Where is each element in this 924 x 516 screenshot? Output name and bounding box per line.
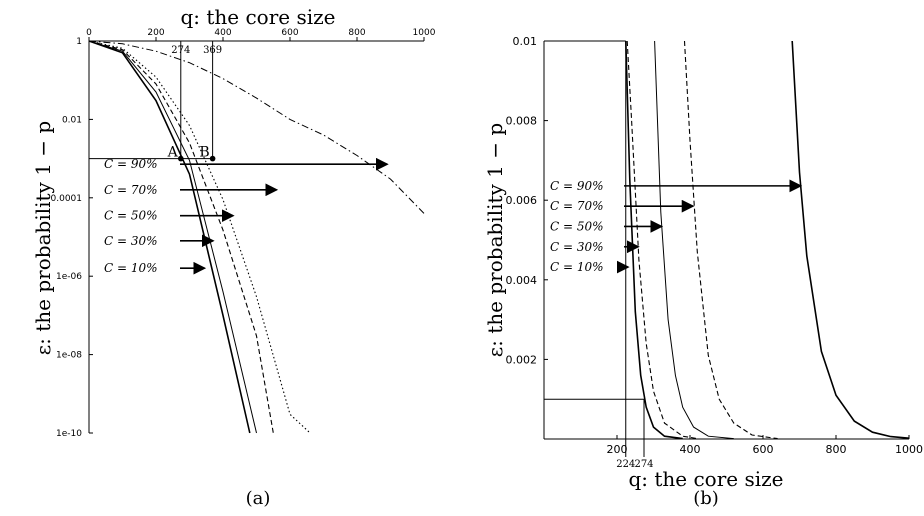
arrow-label: C = 90% xyxy=(550,179,604,193)
panel-a-xlabel: q: the core size xyxy=(180,5,335,29)
x-tick-label: 200 xyxy=(147,28,164,38)
series-line xyxy=(626,40,698,440)
y-tick-label: 0.0001 xyxy=(51,194,83,204)
x-tick-label: 600 xyxy=(753,443,774,456)
panel-a-axes: 0 200 400 600 800 1000 1 0.01 0.0001 1e-06 1e-08 1e… xyxy=(51,28,436,439)
y-tick-label: 0.01 xyxy=(513,35,538,48)
panel-b-xlabel: q: the core size xyxy=(628,467,783,491)
arrow-label: C = 70% xyxy=(104,183,158,197)
x-tick-label: 800 xyxy=(826,443,847,456)
arrow-label: C = 30% xyxy=(550,240,604,254)
point-marker xyxy=(209,155,216,162)
series-line xyxy=(88,40,274,434)
y-tick-label: 1e-08 xyxy=(56,351,82,361)
point-label: A xyxy=(167,145,179,161)
x-tick-label: 200 xyxy=(607,443,628,456)
arrow-label: C = 50% xyxy=(104,209,158,223)
arrow-label: C = 10% xyxy=(550,260,604,274)
y-tick-label: 0.004 xyxy=(506,274,538,287)
series-line xyxy=(88,40,251,434)
panel-b-annotations: 224 274 xyxy=(544,40,654,470)
y-tick-label: 0.01 xyxy=(62,115,82,125)
x-tick-label: 1000 xyxy=(895,443,923,456)
arrow-label: C = 50% xyxy=(550,219,604,233)
x-tick-label: 0 xyxy=(86,28,92,38)
series-line xyxy=(88,40,425,214)
x-tick-label: 800 xyxy=(348,28,365,38)
series-line xyxy=(791,40,910,439)
series-line xyxy=(683,40,778,440)
panel-b-ylabel: ε: the probability 1 − p xyxy=(483,123,507,357)
y-tick-label: 1e-06 xyxy=(56,272,82,282)
annotation-tick-label: 224 xyxy=(616,459,635,470)
series-line xyxy=(88,40,257,434)
x-tick-label: 1000 xyxy=(413,28,436,38)
y-tick-label: 1e-10 xyxy=(56,429,82,439)
annotation-tick-label: 274 xyxy=(634,459,653,470)
y-tick-label: 0.006 xyxy=(506,194,538,207)
point-label: B xyxy=(199,145,209,161)
panel-a-ylabel: ε: the probability 1 − p xyxy=(31,121,55,355)
arrow-label: C = 10% xyxy=(104,261,158,275)
panel-b-label: (b) xyxy=(693,488,719,509)
panel-a: 0 200 400 600 800 1000 1 0.01 0.0001 1e-06 1e-08 1e… xyxy=(31,5,436,509)
y-tick-label: 1 xyxy=(76,37,82,47)
arrow-label: C = 90% xyxy=(104,157,158,171)
series-line xyxy=(625,40,683,440)
panel-a-series xyxy=(88,40,425,434)
y-tick-label: 0.002 xyxy=(506,353,538,366)
x-tick-label: 400 xyxy=(680,443,701,456)
arrow-label: C = 70% xyxy=(550,199,604,213)
panel-a-label: (a) xyxy=(246,488,271,509)
x-tick-label: 400 xyxy=(214,28,231,38)
annotation-tick-label: 369 xyxy=(203,45,222,56)
panel-a-arrows: C = 10% C = 30% C = 50% C = 70% C = 90% xyxy=(104,157,389,275)
panel-b-arrows: C = 10% C = 30% C = 50% C = 70% C = 90% xyxy=(550,179,803,274)
x-tick-label: 600 xyxy=(281,28,298,38)
y-tick-label: 0.008 xyxy=(506,115,538,128)
arrow-label: C = 30% xyxy=(104,234,158,248)
panel-b: 200 400 600 800 1000 0.002 0.004 0.006 0.008 0.01… xyxy=(483,35,923,509)
annotation-tick-label: 274 xyxy=(171,45,190,56)
panel-b-axes: 200 400 600 800 1000 0.002 0.004 0.006 0.008 0.01 xyxy=(506,35,924,456)
